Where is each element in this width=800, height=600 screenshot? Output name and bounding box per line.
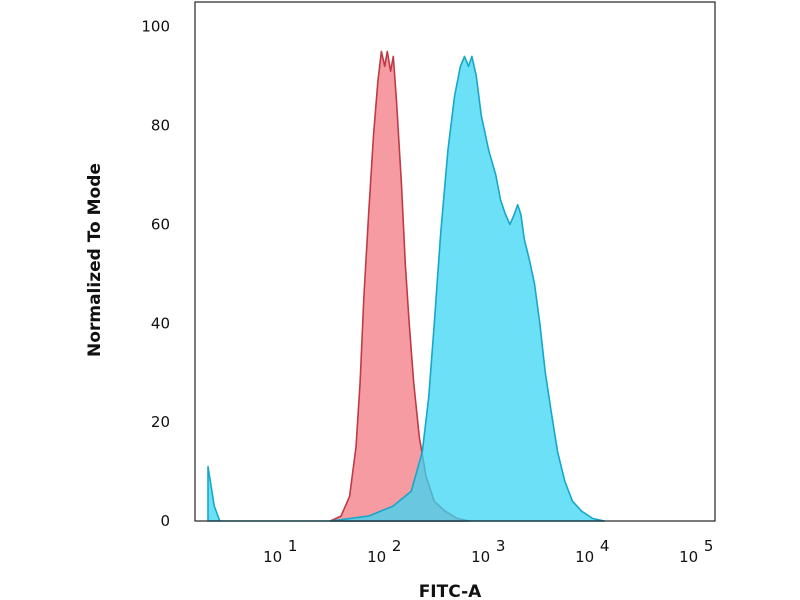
y-tick-label: 80 [151,117,170,135]
y-tick-label: 40 [151,314,170,332]
y-tick-label: 20 [151,413,170,431]
x-tick-label: 10 [367,548,386,566]
x-tick-label: 10 [263,548,282,566]
plot-frame [194,1,716,522]
x-tick-label: 10 [679,548,698,566]
x-axis: 10 1 10 2 10 3 10 4 10 5 [263,537,713,566]
y-axis: 0 20 40 60 80 100 [141,18,170,530]
x-tick-exponent: 2 [392,537,402,555]
x-tick-label: 10 [575,548,594,566]
y-tick-label: 60 [151,215,170,233]
x-tick-exponent: 1 [288,537,298,555]
x-tick-exponent: 4 [600,537,610,555]
x-tick-exponent: 3 [496,537,506,555]
x-tick-exponent: 5 [704,537,714,555]
y-axis-title: Normalized To Mode [85,163,105,357]
series-2-area [207,55,606,522]
x-axis-title: FITC-A [419,582,482,600]
x-tick-label: 10 [471,548,490,566]
y-tick-label: 100 [141,18,170,36]
y-tick-label: 0 [160,512,170,530]
series-layer [207,50,606,522]
